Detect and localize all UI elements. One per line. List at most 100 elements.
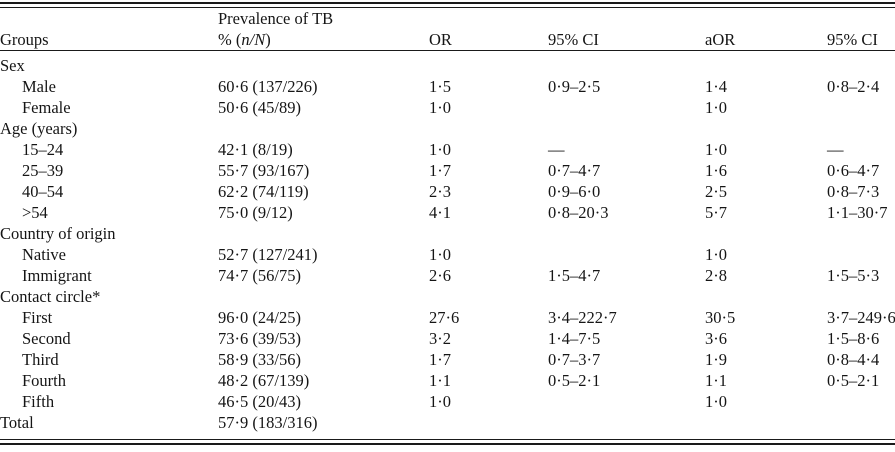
aor-cell: 3·6 bbox=[705, 329, 727, 348]
prevalence-cell bbox=[218, 286, 429, 307]
section-row: Sex bbox=[0, 51, 895, 77]
table-header: Groups Prevalence of TB % (n/N) OR 95% C… bbox=[0, 8, 895, 51]
prevalence-cell: 50·6 (45/89) bbox=[218, 98, 301, 117]
aci-cell: 0·8–2·4 bbox=[827, 77, 880, 96]
top-double-rule bbox=[0, 2, 895, 8]
ci-cell: 0·7–3·7 bbox=[548, 350, 601, 369]
data-row: 40–54 62·2 (74/119) 2·3 0·9–6·0 2·5 0·8–7·3 bbox=[0, 181, 895, 202]
aor-cell: 1·0 bbox=[705, 98, 727, 117]
row-label: Fifth bbox=[22, 392, 55, 411]
aor-cell: 5·7 bbox=[705, 203, 727, 222]
data-row: 25–39 55·7 (93/167) 1·7 0·7–4·7 1·6 0·6–4·7 bbox=[0, 160, 895, 181]
header-prevalence-line2: % (n/N) bbox=[218, 29, 429, 50]
prevalence-cell: 62·2 (74/119) bbox=[218, 182, 309, 201]
aci-cell: 3·7–249·6 bbox=[827, 308, 895, 327]
row-label: Second bbox=[22, 329, 71, 348]
prevalence-cell: 52·7 (127/241) bbox=[218, 245, 318, 264]
or-cell: 4·1 bbox=[429, 203, 451, 222]
aci-cell bbox=[827, 412, 895, 433]
header-aci: 95% CI bbox=[827, 8, 895, 51]
aci-cell: 1·5–5·3 bbox=[827, 266, 880, 285]
ci-cell: 3·4–222·7 bbox=[548, 308, 617, 327]
data-row: Female 50·6 (45/89) 1·0 1·0 bbox=[0, 97, 895, 118]
header-ci: 95% CI bbox=[548, 8, 705, 51]
header-prevalence-pre: % ( bbox=[218, 30, 242, 49]
aor-cell bbox=[705, 223, 827, 244]
aci-cell bbox=[827, 223, 895, 244]
row-label: Age (years) bbox=[0, 119, 78, 138]
row-label: 40–54 bbox=[22, 182, 64, 201]
prevalence-cell bbox=[218, 223, 429, 244]
row-label: Sex bbox=[0, 56, 25, 75]
data-row: Fifth 46·5 (20/43) 1·0 1·0 bbox=[0, 391, 895, 412]
or-cell: 1·5 bbox=[429, 77, 451, 96]
aor-cell bbox=[705, 118, 827, 139]
header-groups: Groups bbox=[0, 8, 218, 51]
row-label: Total bbox=[0, 413, 34, 432]
prevalence-cell: 57·9 (183/316) bbox=[218, 413, 318, 432]
aor-cell: 1·0 bbox=[705, 140, 727, 159]
header-prevalence: Prevalence of TB % (n/N) bbox=[218, 8, 429, 51]
prevalence-cell: 42·1 (8/19) bbox=[218, 140, 293, 159]
data-row: Native 52·7 (127/241) 1·0 1·0 bbox=[0, 244, 895, 265]
prevalence-cell: 58·9 (33/56) bbox=[218, 350, 301, 369]
or-cell: 1·1 bbox=[429, 371, 451, 390]
table-body: Sex Male 60·6 (137/226) 1·5 0·9–2·5 1·4 0·8–2·… bbox=[0, 51, 895, 434]
or-cell: 1·7 bbox=[429, 161, 451, 180]
aci-cell: 0·8–7·3 bbox=[827, 182, 880, 201]
or-cell: 1·0 bbox=[429, 392, 451, 411]
data-row: Second 73·6 (39/53) 3·2 1·4–7·5 3·6 1·5–8·6 bbox=[0, 328, 895, 349]
aor-cell: 1·4 bbox=[705, 77, 727, 96]
row-label: Third bbox=[22, 350, 59, 369]
or-cell: 3·2 bbox=[429, 329, 451, 348]
section-row: Total 57·9 (183/316) bbox=[0, 412, 895, 433]
bottom-double-rule bbox=[0, 439, 895, 445]
tb-prevalence-table: Groups Prevalence of TB % (n/N) OR 95% C… bbox=[0, 8, 895, 433]
row-label: Immigrant bbox=[22, 266, 92, 285]
prevalence-cell bbox=[218, 118, 429, 139]
ci-cell bbox=[548, 412, 705, 433]
data-row: First 96·0 (24/25) 27·6 3·4–222·7 30·5 3·7–24… bbox=[0, 307, 895, 328]
or-cell: 1·7 bbox=[429, 350, 451, 369]
header-row: Groups Prevalence of TB % (n/N) OR 95% C… bbox=[0, 8, 895, 51]
aor-cell: 2·8 bbox=[705, 266, 727, 285]
ci-cell: 1·4–7·5 bbox=[548, 329, 601, 348]
data-row: Male 60·6 (137/226) 1·5 0·9–2·5 1·4 0·8–2·4 bbox=[0, 76, 895, 97]
ci-cell bbox=[548, 244, 705, 265]
or-cell: 1·0 bbox=[429, 140, 451, 159]
aci-cell bbox=[827, 244, 895, 265]
row-label: Male bbox=[22, 77, 56, 96]
aor-cell: 30·5 bbox=[705, 308, 736, 327]
aor-cell: 2·5 bbox=[705, 182, 727, 201]
aor-cell bbox=[705, 286, 827, 307]
aci-cell: 1·1–30·7 bbox=[827, 203, 888, 222]
prevalence-cell: 55·7 (93/167) bbox=[218, 161, 310, 180]
aor-cell: 1·0 bbox=[705, 392, 727, 411]
or-cell bbox=[429, 223, 548, 244]
ci-cell bbox=[548, 391, 705, 412]
or-cell bbox=[429, 286, 548, 307]
aor-cell bbox=[705, 51, 827, 77]
section-row: Country of origin bbox=[0, 223, 895, 244]
aor-cell bbox=[705, 412, 827, 433]
ci-cell: — bbox=[548, 140, 565, 159]
or-cell bbox=[429, 51, 548, 77]
aor-cell: 1·1 bbox=[705, 371, 727, 390]
data-row: Third 58·9 (33/56) 1·7 0·7–3·7 1·9 0·8–4·4 bbox=[0, 349, 895, 370]
ci-cell: 0·9–2·5 bbox=[548, 77, 601, 96]
header-groups-label: Groups bbox=[0, 30, 49, 49]
row-label: Fourth bbox=[22, 371, 67, 390]
header-prevalence-nN: n/N bbox=[241, 30, 266, 49]
aor-cell: 1·6 bbox=[705, 161, 727, 180]
section-row: Contact circle* bbox=[0, 286, 895, 307]
ci-cell: 0·5–2·1 bbox=[548, 371, 601, 390]
or-cell bbox=[429, 118, 548, 139]
or-cell: 1·0 bbox=[429, 98, 451, 117]
ci-cell bbox=[548, 118, 705, 139]
ci-cell: 1·5–4·7 bbox=[548, 266, 601, 285]
aci-cell bbox=[827, 97, 895, 118]
row-label: Contact circle* bbox=[0, 287, 101, 306]
ci-cell bbox=[548, 97, 705, 118]
prevalence-cell: 75·0 (9/12) bbox=[218, 203, 293, 222]
aci-cell: — bbox=[827, 140, 844, 159]
